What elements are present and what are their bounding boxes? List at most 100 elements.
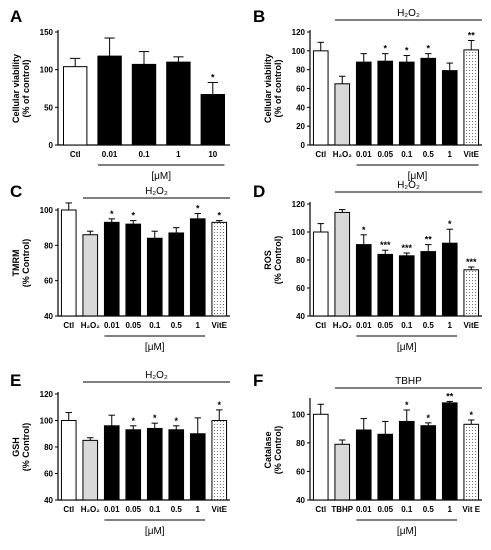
y-tick-label: 80 (44, 241, 53, 250)
bar (398, 61, 415, 146)
significance-marker: * (110, 209, 114, 219)
category-label: Ctl (315, 150, 326, 159)
y-tick-label: 100 (40, 206, 54, 215)
category-label: Ctl (63, 321, 74, 330)
category-label: VitE (212, 321, 228, 330)
bar (398, 255, 415, 317)
y-tick-label: 60 (296, 467, 305, 476)
category-label: 10 (208, 150, 217, 159)
y-tick-label: 100 (292, 410, 306, 419)
bar (441, 242, 458, 317)
category-label: 0.05 (125, 505, 141, 514)
y-axis-title: Cellular viability(% of control) (263, 54, 283, 123)
x-axis-unit-label: [μM] (145, 526, 165, 537)
y-tick-label: 120 (292, 200, 306, 209)
y-tick-label: 40 (296, 496, 305, 505)
y-axis-title-line: (% of control) (273, 60, 283, 118)
category-label: 0.01 (104, 321, 120, 330)
category-label: H₂O₂ (81, 505, 101, 514)
y-axis-title-line: ROS (263, 250, 273, 270)
bar (200, 94, 225, 146)
category-label: 1 (176, 150, 181, 159)
category-label: H₂O₂ (81, 321, 101, 330)
category-label: 0.5 (171, 321, 183, 330)
panel-label: A (10, 7, 22, 26)
y-tick-label: 20 (296, 122, 305, 131)
y-tick-label: 60 (296, 284, 305, 293)
significance-marker: *** (380, 240, 391, 250)
significance-marker: * (217, 400, 221, 410)
y-axis-title: Catalase(% Control) (263, 426, 283, 475)
category-label: 0.1 (149, 321, 161, 330)
bar (146, 427, 163, 501)
panel-label: D (253, 182, 265, 201)
y-tick-label: 80 (44, 443, 53, 452)
bar (146, 237, 163, 317)
category-label: 0.1 (149, 505, 161, 514)
y-tick-label: 50 (44, 103, 53, 112)
category-label: 0.1 (401, 150, 413, 159)
panel-d: D ROS(% Control) 40 60 80 100 120 Ctl H₂O₂ * 0.01 *… (253, 180, 482, 353)
category-label: Ctl (315, 505, 326, 514)
significance-marker: *** (401, 243, 412, 253)
y-axis-title-line: (% Control) (21, 239, 31, 288)
y-axis-title-line: (% of control) (21, 60, 31, 118)
panel-label: C (10, 182, 22, 201)
y-tick-label: 100 (292, 47, 306, 56)
bar (377, 60, 394, 146)
significance-marker: * (211, 72, 215, 82)
bar (168, 429, 185, 501)
y-tick-label: 80 (296, 256, 305, 265)
category-label: TBHP (331, 505, 353, 514)
category-label: 0.1 (401, 505, 413, 514)
panel-label: E (10, 371, 21, 390)
bar (60, 209, 77, 317)
bar (82, 234, 99, 317)
category-label: 0.5 (423, 321, 435, 330)
y-tick-label: 60 (44, 470, 53, 479)
bar (355, 244, 372, 317)
y-tick-label: 40 (44, 312, 53, 321)
category-label: 0.5 (423, 505, 435, 514)
category-label: 1 (448, 150, 453, 159)
treatment-label: H₂O₂ (397, 180, 420, 191)
panel-label: F (253, 371, 263, 390)
significance-marker: ** (446, 391, 454, 401)
significance-marker: * (383, 44, 387, 54)
y-tick-label: 80 (296, 66, 305, 75)
treatment-label: H₂O₂ (397, 8, 420, 19)
bar (125, 429, 142, 501)
category-label: VitE (212, 505, 228, 514)
significance-marker: * (405, 400, 409, 410)
bar (63, 66, 88, 146)
y-axis-title-line: Catalase (263, 431, 273, 468)
y-tick-label: 80 (296, 439, 305, 448)
x-axis-unit-label: [μM] (397, 342, 417, 353)
bar (60, 420, 77, 501)
bar (441, 402, 458, 501)
y-axis-title-line: Cellular viability (263, 54, 273, 123)
significance-marker: * (362, 225, 366, 235)
significance-marker: * (405, 46, 409, 56)
significance-marker: * (448, 219, 452, 229)
y-axis-title-line: TMRM (11, 250, 21, 277)
y-axis-title-line: (% Control) (273, 426, 283, 475)
bar (334, 211, 351, 317)
bar (97, 55, 122, 146)
category-label: 0.5 (423, 150, 435, 159)
bar (398, 420, 415, 501)
category-label: 0.01 (356, 321, 372, 330)
y-tick-label: 100 (40, 417, 54, 426)
significance-marker: * (131, 416, 135, 426)
y-axis-title-line: (% Control) (273, 236, 283, 285)
y-tick-label: 40 (44, 496, 53, 505)
category-label: 1 (448, 505, 453, 514)
category-label: 0.1 (401, 321, 413, 330)
panel-a: A Cellular viability(% of control) 0 50 100 1… (10, 7, 230, 182)
bar (312, 231, 329, 317)
y-tick-label: 100 (292, 228, 306, 237)
y-tick-label: 120 (40, 390, 54, 399)
bar (441, 70, 458, 146)
bar (334, 443, 351, 501)
